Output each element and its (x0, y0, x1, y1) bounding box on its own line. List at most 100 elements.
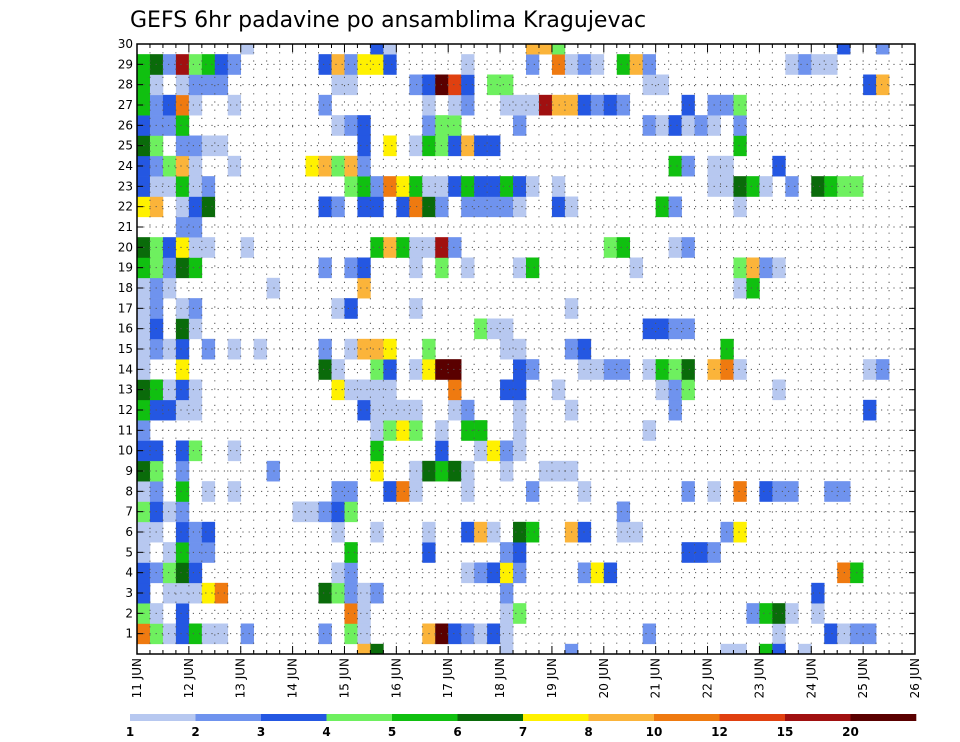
heatmap-cell (448, 176, 462, 197)
heatmap-cell (500, 196, 514, 218)
heatmap-cell (370, 643, 384, 655)
heatmap-cell (331, 562, 345, 584)
heatmap-cell (175, 542, 190, 563)
heatmap-cell (370, 420, 384, 441)
heatmap-cell (668, 399, 682, 421)
heatmap-cell (175, 399, 190, 421)
x-tick-label: 13 JUN (234, 658, 248, 698)
heatmap-cell (188, 298, 203, 319)
heatmap-cell (487, 318, 501, 340)
heatmap-cell (175, 562, 190, 584)
heatmap-cell (162, 562, 177, 584)
heatmap-cell (240, 623, 254, 645)
heatmap-cell (370, 399, 384, 421)
y-tick-label: 21 (118, 220, 133, 234)
y-tick-label: 3 (125, 586, 133, 600)
heatmap-cell (175, 196, 190, 218)
legend-swatch (588, 714, 655, 721)
heatmap-cell (733, 135, 747, 157)
heatmap-cell (344, 298, 358, 319)
heatmap-cell (474, 623, 488, 645)
legend-tick-label: 3 (257, 725, 265, 739)
heatmap-cell (759, 176, 773, 197)
heatmap-cell (357, 338, 371, 360)
y-tick-label: 17 (118, 301, 133, 315)
heatmap-cell (383, 399, 397, 421)
legend-swatch (654, 714, 720, 721)
heatmap-cell (513, 440, 527, 462)
heatmap-cell (409, 460, 423, 482)
x-tick-label: 25 JUN (856, 658, 870, 698)
heatmap-cell (175, 318, 190, 340)
heatmap-cell (681, 115, 695, 136)
x-tick-label: 17 JUN (441, 658, 455, 698)
y-tick-label: 14 (118, 362, 133, 376)
heatmap-cell (733, 643, 747, 655)
heatmap-cell (538, 44, 553, 55)
heatmap-cell (370, 379, 384, 401)
legend-tick-label: 6 (453, 725, 461, 739)
heatmap-cell (214, 54, 229, 75)
heatmap-cell (681, 542, 695, 563)
y-tick-label: 11 (118, 423, 133, 437)
x-tick-label: 26 JUN (908, 658, 922, 698)
heatmap-cell (733, 196, 747, 218)
heatmap-cell (448, 115, 462, 136)
heatmap-cell (175, 359, 190, 380)
y-tick-label: 7 (125, 505, 133, 519)
legend-tick-label: 12 (711, 725, 728, 739)
heatmap-cell (344, 481, 358, 502)
heatmap-cell (681, 318, 695, 340)
legend-tick-label: 4 (322, 725, 330, 739)
heatmap-cell (188, 176, 203, 197)
heatmap-cell (772, 155, 786, 177)
heatmap-cell (409, 298, 423, 319)
heatmap-cell (175, 379, 190, 401)
heatmap-cell (500, 562, 514, 584)
heatmap-cell (188, 440, 203, 462)
heatmap-cell (772, 257, 786, 279)
y-tick-label: 13 (118, 383, 133, 397)
heatmap-cell (603, 237, 618, 258)
heatmap-cell (759, 643, 773, 655)
heatmap-cell (876, 74, 890, 96)
y-tick-label: 18 (118, 281, 133, 295)
heatmap-cell (461, 135, 475, 157)
heatmap-cell (162, 399, 177, 421)
heatmap-cell (474, 176, 488, 197)
heatmap-cell (240, 237, 254, 258)
heatmap-cell (551, 54, 566, 75)
x-tick-label: 21 JUN (649, 658, 663, 698)
heatmap-cell (733, 257, 747, 279)
heatmap-cell (642, 54, 656, 75)
heatmap-cell (331, 196, 345, 218)
y-tick-label: 9 (125, 464, 133, 478)
heatmap-cell (513, 420, 527, 441)
heatmap-cell (370, 440, 384, 462)
x-tick-label: 11 JUN (130, 658, 144, 698)
heatmap-cell (668, 115, 682, 136)
heatmap-cell (214, 582, 229, 604)
legend-swatch (195, 714, 262, 721)
heatmap-cell (188, 216, 203, 238)
heatmap-cell (383, 135, 397, 157)
heatmap-cell (214, 623, 229, 645)
heatmap-cell (772, 379, 786, 401)
heatmap-cell (590, 94, 605, 116)
x-tick-label: 22 JUN (701, 658, 715, 698)
heatmap-cell (383, 420, 397, 441)
heatmap-cell (551, 379, 566, 401)
heatmap-cell (500, 603, 514, 624)
heatmap-cell (461, 562, 475, 584)
heatmap-cell (162, 542, 177, 563)
heatmap-cell (305, 155, 319, 177)
heatmap-cell (500, 94, 514, 116)
heatmap-cell (188, 582, 203, 604)
heatmap-cell (811, 603, 825, 624)
heatmap-cell (331, 379, 345, 401)
heatmap-cell (396, 237, 410, 258)
heatmap-cell (331, 54, 345, 75)
heatmap-cell (551, 196, 566, 218)
heatmap-cell (461, 257, 475, 279)
legend-tick-label: 15 (777, 725, 794, 739)
